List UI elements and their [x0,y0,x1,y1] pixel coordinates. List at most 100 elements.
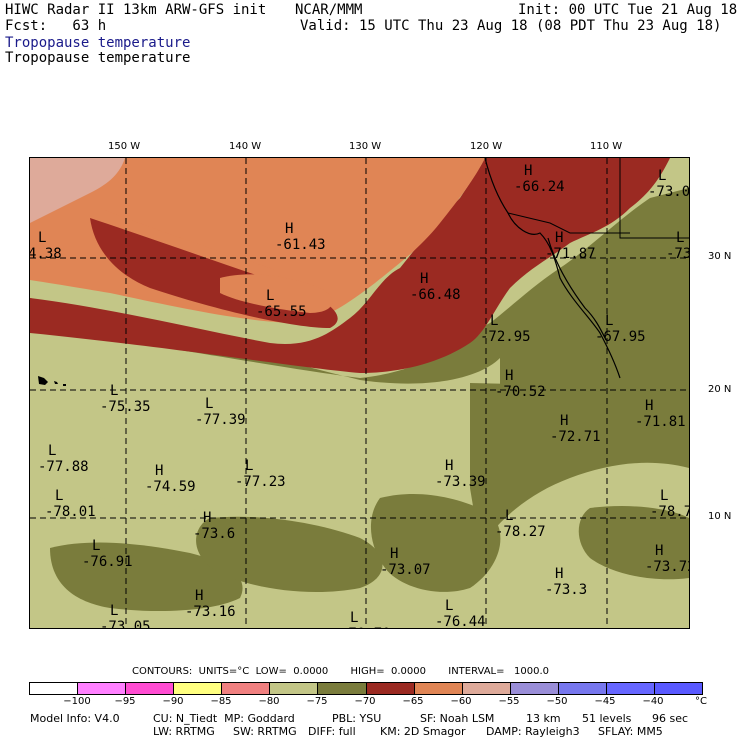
lon-label-110w: 110 W [590,141,623,152]
colorbar-swatch [462,683,511,694]
colorbar-tick-label: −90 [162,696,184,707]
map-title: HIWC Radar II 13km ARW-GFS init [5,2,267,18]
footer-model: Model Info: V4.0 [30,712,120,725]
colorbar-swatch [30,683,79,694]
footer-res: 13 km [526,712,561,725]
colorbar-swatch [606,683,656,694]
extremum-symbol: H [203,510,211,526]
blob-dark-south [196,516,383,593]
extremum-symbol: L [445,598,453,614]
extremum-symbol: H [505,368,513,384]
lon-label-150w: 150 W [108,141,141,152]
extremum-value: -73.05 [100,619,151,628]
lat-label-30n: 30 N [708,251,732,262]
colorbar-swatch [414,683,463,694]
extremum-value: -77.23 [235,474,286,490]
extremum-symbol: L [92,538,100,554]
colorbar-tick-label: −100 [63,696,91,707]
extremum-symbol: L [266,288,274,304]
extremum-value: -71.81 [635,414,686,430]
footer-timestep: 96 sec [652,712,689,725]
lon-label-120w: 120 W [470,141,503,152]
init-time: Init: 00 UTC Tue 21 Aug 18 [518,2,738,18]
region-pink [30,158,125,223]
extremum-symbol: L [205,396,213,412]
colorbar-tick-label: −50 [546,696,568,707]
extremum-value: -75.35 [100,399,151,415]
coastline-baja [547,237,606,339]
colorbar-swatch [222,683,271,694]
colorbar-swatch [366,683,415,694]
extremum-symbol: L [48,443,56,459]
footer-sflay: SFLAY: MM5 [598,725,663,738]
footer-damp: DAMP: Rayleigh3 [486,725,580,738]
footer-pbl: PBL: YSU [332,712,382,725]
footer-km: KM: 2D Smagor [380,725,466,738]
extremum-symbol: H [420,271,428,287]
extremum-value: -73.72 [645,559,689,575]
colorbar-swatch [558,683,607,694]
extremum-value: -72.71 [550,429,601,445]
extremum-symbol: L [605,313,613,329]
border-us [619,158,689,239]
colorbar-swatch [510,683,559,694]
extremum-symbol: L [55,488,63,504]
colorbar-swatch [126,683,175,694]
extremum-symbol: L [38,230,46,246]
blob-dark-se [578,506,689,580]
extremum-value: -76.91 [82,554,133,570]
extremum-value: -65.55 [256,304,307,320]
colorbar-tick-label: °C [695,696,707,707]
graticule [30,158,689,628]
extremum-value: -67.95 [595,329,646,345]
colorbar-tick-label: −45 [594,696,616,707]
colorbar-swatch [318,683,367,694]
lat-label-10n: 10 N [708,511,732,522]
extremum-symbol: H [555,566,563,582]
colorbar-tick-label: −70 [354,696,376,707]
colorbar-tick-label: −55 [498,696,520,707]
colorbar-tick-label: −75 [306,696,328,707]
extremum-symbol: H [445,458,453,474]
extremum-value: -73.07 [380,562,431,578]
extremum-value: -73.39 [435,474,486,490]
extremum-symbol: L [245,458,253,474]
extremum-symbol: L [676,230,684,246]
colorbar-tick-label: −60 [450,696,472,707]
extremum-value: -66.24 [514,179,565,195]
extremum-value: -70.70 [340,626,391,628]
extremum-value: -78.27 [495,524,546,540]
valid-time: Valid: 15 UTC Thu 23 Aug 18 (08 PDT Thu … [300,18,722,34]
footer-cu-mp: CU: N_Tiedt MP: Goddard [153,712,295,725]
region-red [30,158,670,373]
footer-lw: LW: RRTMG [153,725,215,738]
extremum-symbol: H [555,230,563,246]
colorbar-tick-label: −95 [114,696,136,707]
footer-levels: 51 levels [582,712,632,725]
extremum-symbol: H [390,546,398,562]
extremum-value: -73.05 [648,184,689,200]
extremum-value: -76.44 [435,614,486,628]
extremum-symbol: L [110,603,118,619]
extremum-symbol: L [658,168,666,184]
extremum-symbol: H [155,463,163,479]
extremum-value: -73.6 [193,526,235,542]
colorbar-tick-label: −85 [210,696,232,707]
blob-dark-sw [50,542,243,611]
extremum-value: 4.38 [30,246,62,262]
extremum-symbol: H [524,163,532,179]
colorbar-tick-label: −40 [642,696,664,707]
footer-sf: SF: Noah LSM [420,712,495,725]
footer-diff: DIFF: full [308,725,356,738]
map-panel: L4.38H-61.43L-65.55H-66.48H-66.24L-73.05… [29,157,690,629]
extremum-value: -78.76 [650,504,689,520]
extremum-symbol: L [505,508,513,524]
forecast-hour: Fcst: 63 h [5,18,107,34]
extremum-symbol: H [655,543,663,559]
colorbar [29,682,703,695]
extremum-value: -74.59 [145,479,196,495]
colorbar-swatch [174,683,223,694]
field-name-shaded: Tropopause temperature [5,35,191,51]
region-dark-olive-east [470,383,689,548]
map-canvas: L4.38H-61.43L-65.55H-66.48H-66.24L-73.05… [30,158,689,628]
